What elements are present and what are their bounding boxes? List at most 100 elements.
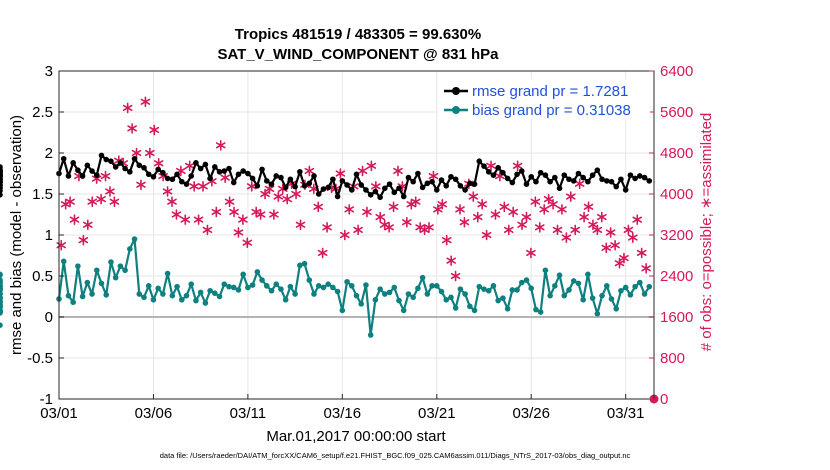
rmse-point: [160, 169, 166, 176]
obs-assimilated-marker: [534, 222, 545, 233]
obs-assimilated-marker: [233, 227, 244, 238]
bias-point: [108, 259, 114, 265]
bias-point: [254, 269, 261, 275]
bias-point: [433, 283, 440, 289]
obs-assimilated-marker: [65, 196, 75, 207]
rmse-point: [410, 178, 416, 185]
bias-point: [476, 283, 483, 290]
bias-point: [178, 296, 185, 303]
obs-assimilated-marker: [446, 255, 456, 266]
rmse-point: [589, 172, 596, 178]
bias-point: [410, 294, 416, 301]
y2-tick-label: 800: [660, 350, 685, 367]
rmse-point: [386, 181, 393, 187]
rmse-point: [523, 181, 530, 187]
rmse-point: [377, 194, 383, 201]
obs-assimilated-marker: [145, 147, 155, 159]
bias-point: [98, 280, 105, 287]
rmse-point: [93, 172, 100, 178]
obs-assimilated-marker: [220, 172, 230, 183]
rmse-point: [292, 183, 298, 190]
rmse-point: [467, 180, 473, 187]
obs-assimilated-marker: [353, 224, 363, 236]
y2-tick-label: 1600: [660, 309, 693, 326]
y2-tick-label: 5600: [660, 104, 693, 121]
bias-point: [618, 287, 624, 294]
bias-point: [353, 292, 360, 299]
rmse-point: [230, 179, 237, 186]
bias-point: [79, 293, 86, 300]
rmse-point: [641, 174, 648, 181]
bias-point: [589, 295, 596, 301]
obs-assimilated-marker: [96, 193, 106, 205]
y2-tick-label: 3200: [660, 227, 693, 244]
rmse-point: [580, 174, 586, 181]
rmse-point: [330, 176, 336, 183]
bias-point: [259, 277, 265, 283]
y2-tick-label: 6400: [660, 63, 693, 80]
rmse-point: [537, 169, 544, 176]
rmse-point: [603, 178, 610, 184]
bias-point: [282, 296, 289, 303]
bias-point: [367, 332, 374, 338]
rmse-point: [202, 161, 209, 168]
rmse-point: [348, 187, 355, 193]
bias-point: [627, 292, 634, 298]
bias-point: [443, 296, 450, 303]
rmse-point: [353, 171, 360, 178]
obs-assimilated-marker: [344, 204, 355, 215]
rmse-point: [533, 178, 539, 185]
bias-point: [297, 262, 303, 269]
rmse-point: [339, 178, 346, 184]
rmse-point: [509, 179, 516, 186]
rmse-point: [0, 192, 3, 198]
legend-rmse-label: rmse grand pr = 1.7281: [472, 83, 628, 100]
rmse-point: [235, 171, 242, 178]
rmse-point: [188, 173, 195, 179]
rmse-point: [367, 192, 374, 198]
obs-assimilated-marker: [317, 247, 328, 259]
obs-assimilated-marker: [375, 211, 386, 223]
bias-point: [467, 303, 473, 310]
rmse-point: [141, 164, 147, 171]
bias-point: [174, 283, 180, 290]
obs-assimilated-marker: [291, 188, 301, 200]
obs-assimilated-marker: [136, 179, 146, 191]
bias-point: [382, 291, 388, 297]
bias-point: [311, 291, 317, 297]
obs-assimilated-marker: [557, 204, 567, 215]
bias-point: [221, 281, 228, 288]
bias-point: [292, 291, 298, 297]
rmse-point: [136, 162, 143, 169]
bias-point: [70, 299, 76, 306]
x-tick-label: 03/06: [135, 405, 173, 422]
y-axis-label-left: rmse and bias (model - observation): [8, 115, 25, 355]
rmse-point: [311, 173, 317, 179]
obs-assimilated-marker: [246, 181, 257, 192]
rmse-point: [344, 182, 350, 188]
y-tick-label: 1: [45, 227, 53, 244]
x-axis-tick-labels: 03/01 03/06 03/11 03/16 03/21 03/26 03/31: [40, 405, 644, 422]
bias-point: [65, 292, 72, 299]
bias-point: [207, 287, 213, 294]
rmse-point: [169, 176, 176, 183]
rmse-point: [79, 173, 86, 179]
bias-point: [278, 286, 284, 292]
rmse-point: [287, 176, 294, 183]
rmse-point: [150, 173, 157, 180]
bias-point: [0, 272, 3, 278]
bias-point: [575, 280, 582, 287]
bias-point: [330, 284, 336, 291]
obs-assimilated-marker: [189, 181, 199, 192]
rmse-point: [438, 177, 445, 183]
bias-point: [603, 283, 610, 289]
obs-assimilated-marker: [477, 198, 487, 210]
obs-assimilated-marker: [366, 160, 377, 172]
obs-assimilated-marker: [69, 214, 80, 225]
rmse-point: [112, 164, 119, 170]
obs-assimilated-marker: [632, 214, 643, 225]
obs-assimilated-marker: [304, 165, 315, 177]
obs-assimilated-marker: [539, 204, 550, 215]
rmse-point: [382, 185, 388, 192]
rmse-point: [363, 187, 369, 193]
